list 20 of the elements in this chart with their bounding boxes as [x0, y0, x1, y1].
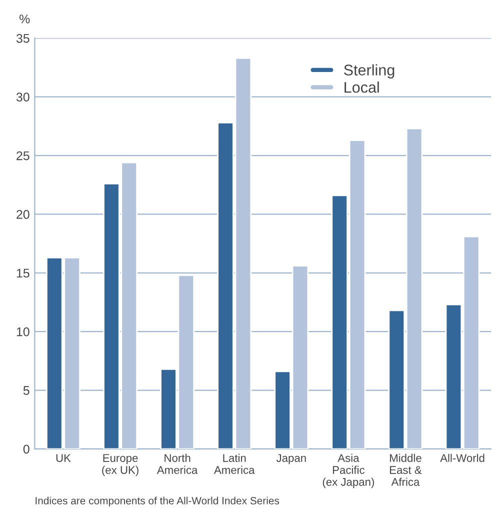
x-tick-label: Latin America: [214, 454, 255, 474]
y-tick-label: 20: [16, 210, 30, 219]
x-tick-label: All-World: [440, 454, 484, 462]
x-tick-label: Japan: [276, 454, 306, 464]
x-tick-label: Asia Pacific (ex Japan): [322, 454, 374, 488]
y-tick-label: 30: [16, 92, 30, 102]
y-tick-label: 10: [16, 327, 30, 336]
y-tick-label: 5: [23, 386, 30, 395]
x-tick-label: UK: [56, 454, 71, 462]
y-axis-title: %: [19, 14, 30, 24]
x-tick-label: Middle East & Africa: [390, 454, 422, 486]
y-tick-label: 25: [16, 151, 30, 160]
y-tick-label: 35: [16, 34, 30, 43]
legend-label: Sterling: [344, 64, 394, 78]
text: Indices are components of the All-World Index Series: [36, 496, 280, 506]
y-tick-label: 15: [16, 268, 30, 278]
x-tick-label: North America: [156, 454, 198, 474]
legend-label: Local: [344, 82, 379, 93]
y-tick-label: 0: [23, 444, 30, 454]
x-tick-label: Europe (ex UK): [102, 454, 138, 476]
